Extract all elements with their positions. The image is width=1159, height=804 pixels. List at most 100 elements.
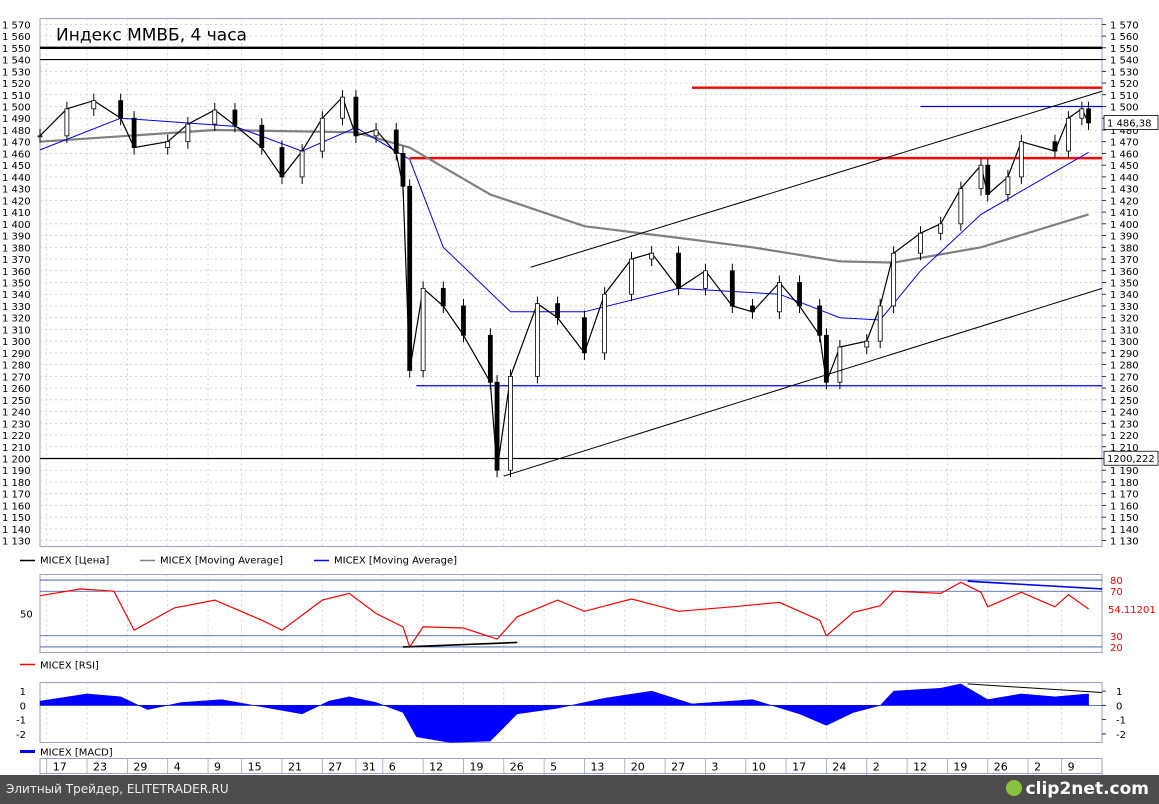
price-tick-label-left: 1 180 <box>2 478 31 489</box>
moving-average-short-line <box>39 117 1089 321</box>
price-candle-body <box>279 147 285 178</box>
price-tick-label-right: 1 440 <box>1110 173 1139 184</box>
rsi-value-label: 54.11201 <box>1108 605 1156 616</box>
date-day-label: 23 <box>93 761 107 774</box>
price-tick-label-left: 1 170 <box>2 490 31 501</box>
date-day-label: 27 <box>671 761 685 774</box>
price-tick-label-left: 1 320 <box>2 314 31 325</box>
legend-item-rsi: MICEX [RSI] <box>40 661 99 672</box>
legend-item-macd: MICEX [MACD] <box>40 748 113 759</box>
price-candle-body <box>1079 108 1085 119</box>
price-tick-label-right: 1 170 <box>1110 490 1139 501</box>
price-candle-body <box>64 108 70 137</box>
chart-title: Индекс ММВБ, 4 часа <box>56 26 247 46</box>
price-tick-label-right: 1 360 <box>1110 267 1139 278</box>
price-candle-body <box>1018 141 1024 178</box>
price-tick-label-left: 1 280 <box>2 361 31 372</box>
rsi-grid <box>46 574 1063 653</box>
date-day-label: 31 <box>362 761 376 774</box>
price-labels: 1 486,38 1200,222 <box>1103 115 1159 466</box>
rsi-mid-label: 50 <box>20 610 33 621</box>
price-tick-label-right: 1 470 <box>1110 138 1139 149</box>
price-tick-label-right: 1 240 <box>1110 408 1139 419</box>
date-day-label: 12 <box>913 761 927 774</box>
date-day-label: 24 <box>832 761 846 774</box>
date-day-label: 4 <box>174 761 181 774</box>
price-tick-label-left: 1 240 <box>2 408 31 419</box>
price-tick-label-right: 1 210 <box>1110 443 1139 454</box>
macd-tick-label-right: 1 <box>1116 687 1122 698</box>
price-candle-body <box>534 303 540 377</box>
price-tick-label-right: 1 300 <box>1110 337 1139 348</box>
price-candle-body <box>487 334 493 383</box>
price-candle-body <box>393 129 399 154</box>
price-tick-label-right: 1 270 <box>1110 372 1139 383</box>
price-tick-label-right: 1 520 <box>1110 79 1139 90</box>
price-candle-body <box>918 232 923 254</box>
price-tick-label-right: 1 510 <box>1110 91 1139 102</box>
macd-trend-line <box>967 683 1103 693</box>
macd-tick-label-right: -1 <box>1116 716 1126 727</box>
price-tick-label-right: 1 530 <box>1110 67 1139 78</box>
price-tick-label-right: 1 400 <box>1110 220 1139 231</box>
price-tick-label-left: 1 330 <box>2 302 31 313</box>
price-tick-label-right: 1 560 <box>1110 32 1139 43</box>
rsi-levels <box>40 579 1102 648</box>
price-tick-label-right: 1 330 <box>1110 302 1139 313</box>
price-tick-label-left: 1 390 <box>2 232 31 243</box>
price-candle-body <box>232 109 238 126</box>
price-tick-label-left: 1 310 <box>2 325 31 336</box>
price-tick-label-right: 1 140 <box>1110 525 1139 536</box>
price-candle-body <box>837 346 843 383</box>
rsi-trend-line <box>967 580 1103 590</box>
footer-source[interactable]: Элитный Трейдер, ELITETRADER.RU <box>6 782 229 796</box>
rsi-panel <box>39 574 1103 653</box>
date-day-label: 17 <box>792 761 806 774</box>
price-candle-body <box>891 252 897 307</box>
price-tick-label-left: 1 500 <box>2 103 31 114</box>
price-tick-label-right: 1 450 <box>1110 161 1139 172</box>
price-candle-body <box>440 287 446 307</box>
price-tick-label-left: 1 260 <box>2 384 31 395</box>
logo-text: clip2net.com <box>1025 779 1149 799</box>
macd-legend: MICEX [MACD] <box>20 748 113 759</box>
price-tick-label-left: 1 460 <box>2 149 31 160</box>
price-tick-label-left: 1 550 <box>2 44 31 55</box>
clip2net-logo[interactable]: clip2net.com <box>1005 779 1149 799</box>
price-candle-body <box>676 252 681 289</box>
price-tick-label-right: 1 160 <box>1110 501 1139 512</box>
rsi-line <box>39 581 1089 649</box>
macd-labels: 1 1 0 0 -1 -1 -2 -2 <box>16 687 1126 741</box>
date-day-label: 26 <box>510 761 524 774</box>
date-day-label: 12 <box>429 761 443 774</box>
price-candle-body <box>400 153 406 187</box>
date-day-label: 21 <box>288 761 302 774</box>
price-tick-label-right: 1 130 <box>1110 537 1139 548</box>
price-level-lines <box>40 46 1102 460</box>
rsi-level-label: 70 <box>1110 587 1123 598</box>
price-candle-body <box>91 100 97 110</box>
price-tick-label-right: 1 150 <box>1110 513 1139 524</box>
price-candle-body <box>978 164 984 190</box>
macd-histogram <box>39 683 1089 743</box>
last-price-label: 1 486,38 <box>1107 118 1152 129</box>
price-tick-label-right: 1 230 <box>1110 419 1139 430</box>
price-tick-label-right: 1 250 <box>1110 396 1139 407</box>
price-tick-label-left: 1 560 <box>2 32 31 43</box>
price-tick-label-left: 1 530 <box>2 67 31 78</box>
price-tick-label-right: 1 310 <box>1110 325 1139 336</box>
price-tick-label-left: 1 410 <box>2 208 31 219</box>
price-tick-label-left: 1 210 <box>2 443 31 454</box>
price-tick-label-left: 1 140 <box>2 525 31 536</box>
price-candle-body <box>165 141 171 148</box>
support-price-label-box <box>1103 450 1159 466</box>
rsi-legend: MICEX [RSI] <box>20 661 99 672</box>
price-tick-label-right: 1 190 <box>1110 466 1139 477</box>
price-candle-body <box>1052 141 1058 152</box>
price-candle-body <box>582 317 587 354</box>
price-tick-label-right: 1 320 <box>1110 314 1139 325</box>
footer-bar <box>0 775 1159 804</box>
